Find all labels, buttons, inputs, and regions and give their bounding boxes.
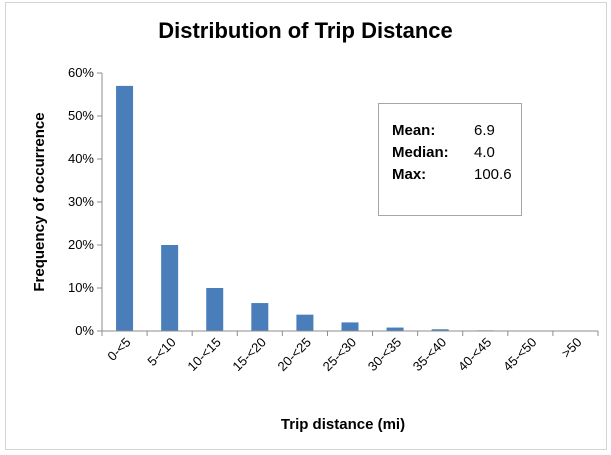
x-tick-label: 5-<10 bbox=[144, 335, 178, 369]
x-tick-label: >50 bbox=[558, 335, 584, 361]
x-tick-label: 35-<40 bbox=[410, 335, 449, 374]
y-tick-label: 30% bbox=[68, 194, 94, 209]
stat-row-median: Median: 4.0 bbox=[392, 142, 521, 164]
y-tick-label: 50% bbox=[68, 108, 94, 123]
median-value: 4.0 bbox=[474, 142, 495, 164]
y-tick-label: 60% bbox=[68, 65, 94, 80]
bar bbox=[206, 288, 223, 331]
y-tick-label: 0% bbox=[75, 323, 94, 338]
max-label: Max: bbox=[392, 164, 426, 186]
stats-box: Mean: 6.9 Median: 4.0 Max: 100.6 bbox=[378, 103, 522, 216]
x-tick-label: 20-<25 bbox=[275, 335, 314, 374]
max-value: 100.6 bbox=[474, 164, 512, 186]
median-label: Median: bbox=[392, 142, 449, 164]
y-tick-label: 20% bbox=[68, 237, 94, 252]
x-tick-label: 30-<35 bbox=[365, 335, 404, 374]
y-tick-label: 10% bbox=[68, 280, 94, 295]
y-axis-label: Frequency of occurrence bbox=[31, 112, 48, 291]
x-tick-label: 15-<20 bbox=[229, 335, 268, 374]
bar bbox=[116, 86, 133, 331]
stat-row-max: Max: 100.6 bbox=[392, 164, 521, 186]
bar bbox=[251, 303, 268, 331]
bar bbox=[161, 245, 178, 331]
x-tick-label: 0-<5 bbox=[104, 335, 133, 364]
bar bbox=[387, 328, 404, 331]
stat-row-mean: Mean: 6.9 bbox=[392, 120, 521, 142]
x-tick-label: 45-<50 bbox=[500, 335, 539, 374]
mean-label: Mean: bbox=[392, 120, 435, 142]
x-tick-label: 25-<30 bbox=[320, 335, 359, 374]
x-tick-label: 10-<15 bbox=[184, 335, 223, 374]
bar bbox=[342, 322, 359, 331]
x-axis-label: Trip distance (mi) bbox=[281, 416, 405, 433]
x-tick-label: 40-<45 bbox=[455, 335, 494, 374]
mean-value: 6.9 bbox=[474, 120, 495, 142]
y-tick-label: 40% bbox=[68, 151, 94, 166]
bar bbox=[296, 315, 313, 331]
